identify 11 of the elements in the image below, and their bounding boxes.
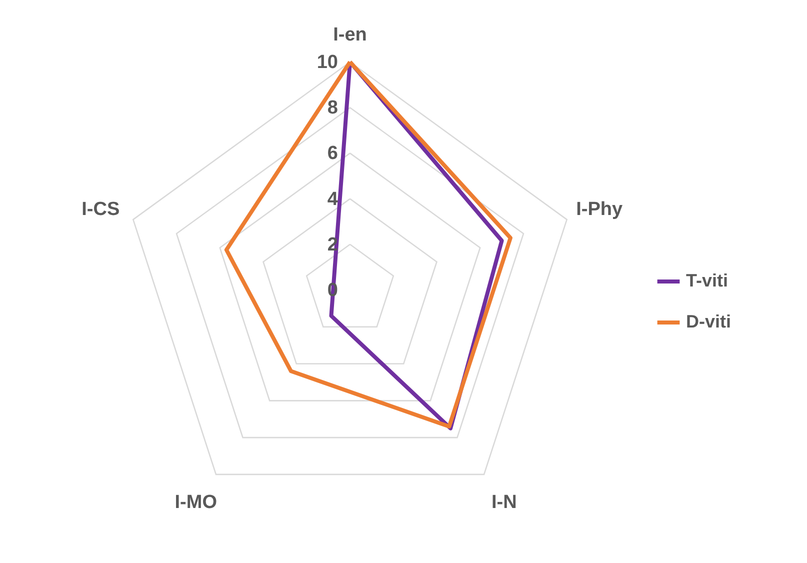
spoke-label: I-N <box>491 492 517 514</box>
legend-label: D-viti <box>686 312 731 332</box>
spoke-label: I-en <box>333 24 367 46</box>
y-tick-label: 6 <box>327 143 338 164</box>
y-tick-label: 4 <box>327 188 338 210</box>
spoke-label: I-CS <box>82 198 120 220</box>
spoke-label: I-MO <box>174 492 217 514</box>
y-tick-label: 10 <box>316 52 338 73</box>
spoke-label: I-Phy <box>576 198 624 220</box>
legend-label: T-viti <box>686 270 728 290</box>
y-tick-label: 8 <box>327 98 338 119</box>
